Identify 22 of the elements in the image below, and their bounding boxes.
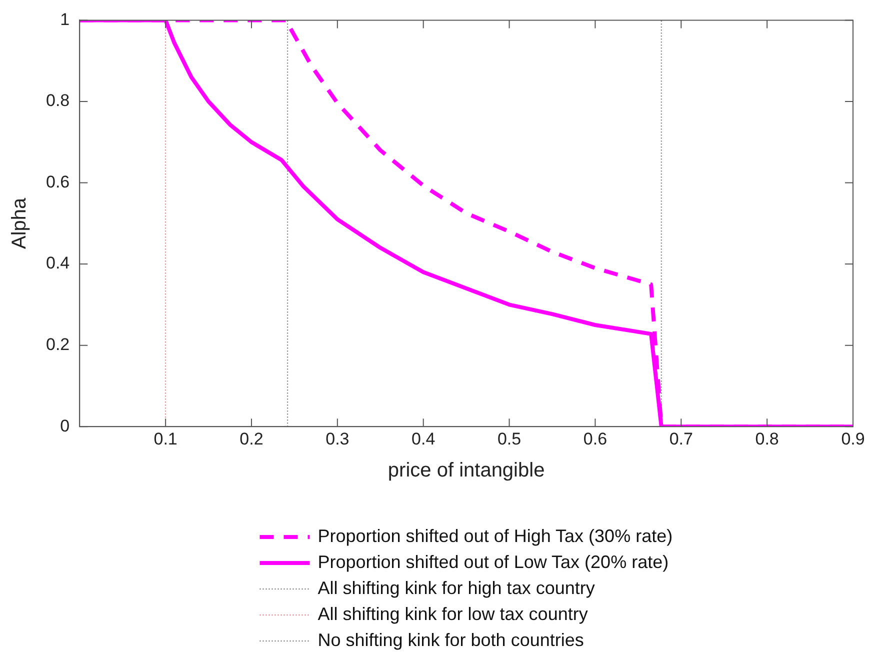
x-tick-label: 0.2: [240, 429, 264, 448]
y-tick-label: 1: [60, 10, 70, 29]
x-tick-label: 0.7: [669, 429, 693, 448]
x-tick-label: 0.6: [583, 429, 608, 448]
x-tick-label: 0.5: [497, 429, 522, 448]
legend-label: Proportion shifted out of Low Tax (20% rate): [318, 552, 669, 572]
legend-label: All shifting kink for low tax country: [318, 604, 588, 624]
y-tick-label: 0.2: [46, 335, 70, 354]
x-tick-label: 0.9: [841, 429, 865, 448]
legend-label: Proportion shifted out of High Tax (30% rate): [318, 526, 673, 546]
x-tick-label: 0.1: [154, 429, 178, 448]
x-tick-label: 0.3: [326, 429, 350, 448]
y-tick-label: 0.6: [46, 172, 70, 192]
legend-label: All shifting kink for high tax country: [318, 578, 595, 598]
y-axis-title: Alpha: [8, 196, 31, 249]
y-tick-label: 0: [60, 416, 70, 436]
y-tick-label: 0.8: [46, 91, 70, 110]
x-axis-title: price of intangible: [388, 460, 545, 482]
legend-label: No shifting kink for both countries: [318, 630, 584, 650]
y-tick-label: 0.4: [46, 254, 70, 273]
x-tick-label: 0.4: [412, 429, 436, 448]
x-tick-label: 0.8: [755, 429, 779, 448]
